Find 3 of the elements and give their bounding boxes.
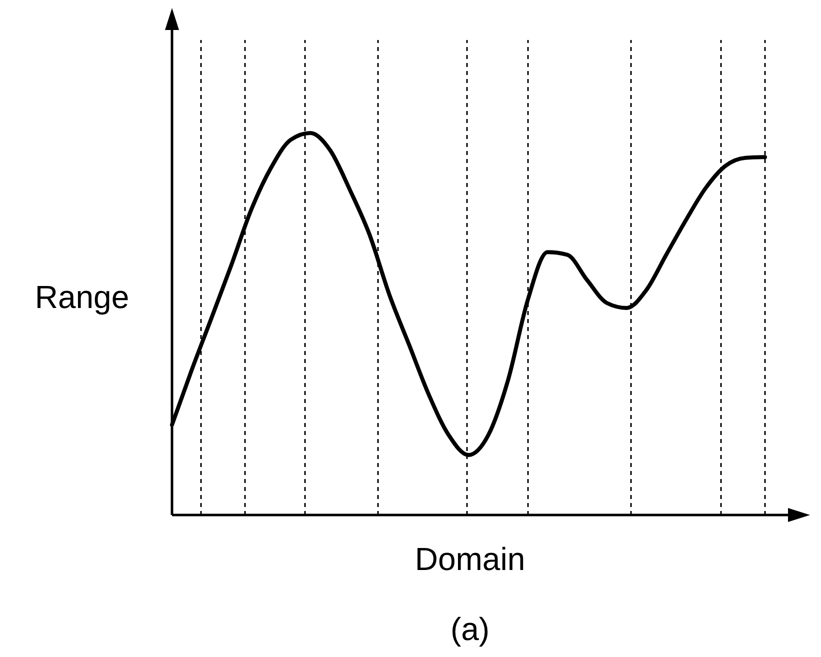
x-axis-title: Domain	[414, 541, 526, 577]
y-axis-title: Range	[34, 279, 130, 315]
text: (a)	[450, 611, 490, 647]
